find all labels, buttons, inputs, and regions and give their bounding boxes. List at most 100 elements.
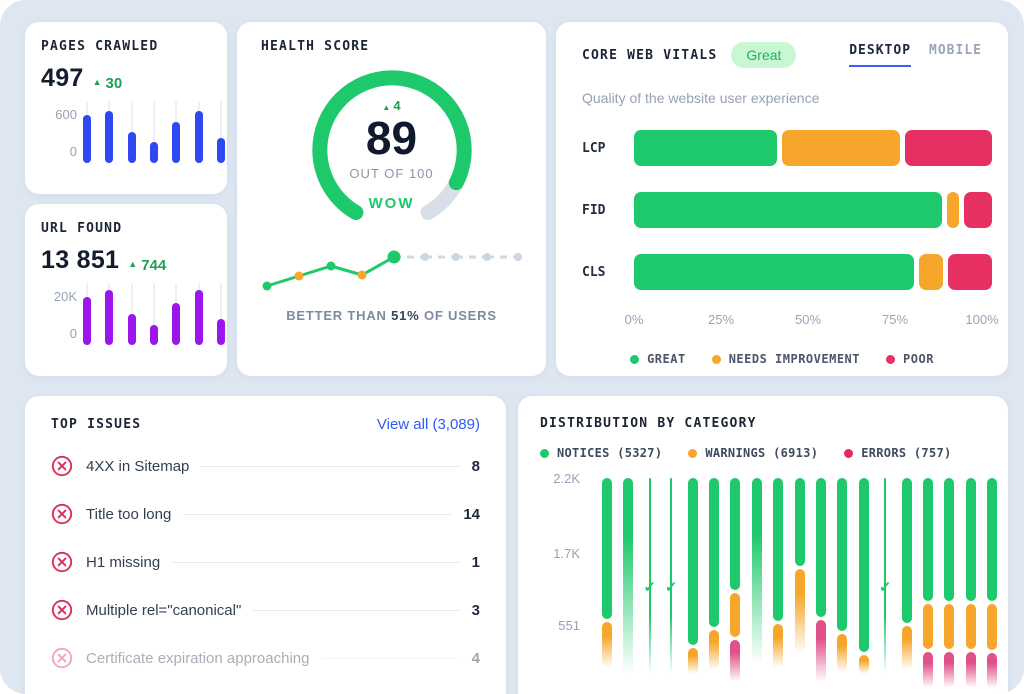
bar-segment (709, 478, 719, 627)
issue-row[interactable]: Title too long 14 (51, 499, 480, 529)
bar (150, 142, 158, 163)
bar-segment (965, 604, 976, 649)
legend-dot (886, 354, 896, 364)
vitals-bar-segment (634, 254, 915, 290)
mini-bar-column (127, 101, 136, 163)
bar (194, 111, 203, 163)
issue-row[interactable]: H1 missing 1 (51, 547, 480, 577)
vitals-row: CLS (582, 254, 992, 290)
check-icon: ✓ (643, 578, 657, 596)
issue-row[interactable]: Multiple rel="canonical" 3 (51, 595, 480, 625)
health-score-mood: WOW (368, 195, 415, 213)
up-triangle-icon: ▲ (92, 77, 102, 87)
issue-label: H1 missing (86, 553, 161, 571)
bar (127, 132, 136, 163)
axis-tick-label: 100% (965, 312, 999, 327)
core-web-vitals-card: CORE WEB VITALS Great DESKTOP MOBILE Qua… (556, 22, 1008, 376)
bar (127, 314, 136, 345)
mini-bar-column (83, 283, 91, 345)
distribution-bar-column (794, 478, 805, 674)
trend-point (387, 250, 401, 264)
vitals-bar-segment (634, 192, 942, 228)
url-found-value: 13 851 (41, 246, 120, 274)
mini-bar-column (150, 283, 158, 345)
bar-track (153, 101, 155, 163)
bar-segment (773, 624, 784, 669)
check-icon: ✓ (664, 578, 678, 596)
health-score-value: 89 (365, 112, 418, 164)
bar-segment (687, 478, 698, 645)
issue-count: 1 (471, 553, 480, 571)
vitals-bar-segment (946, 192, 960, 228)
pages-crawled-value: 497 (41, 64, 84, 92)
distribution-chart: 2.2K 1.7K 551 ✓ ✓ ✓ (540, 471, 998, 693)
error-circle-x-icon (51, 599, 73, 621)
health-score-sub: OUT OF 100 (349, 166, 434, 182)
bar-segment (730, 478, 741, 590)
distribution-bar-column (923, 478, 933, 688)
bar (105, 290, 114, 345)
health-delta: ▲ 4 (382, 98, 401, 113)
mini-bar-column (217, 101, 225, 163)
error-circle-x-icon (51, 551, 73, 573)
issue-row[interactable]: Certificate expiration approaching 4 (51, 643, 480, 673)
distribution-bar-column: ✓ (664, 478, 678, 674)
issue-row[interactable]: 4XX in Sitemap 8 (51, 451, 480, 481)
vitals-bar (634, 192, 992, 228)
bar-segment (751, 478, 762, 665)
bar-segment (837, 478, 848, 631)
distribution-bar-column (751, 478, 762, 674)
issue-label: Certificate expiration approaching (86, 649, 310, 667)
distribution-bar-column (965, 478, 976, 688)
vitals-subtitle: Quality of the website user experience (582, 90, 820, 106)
leader-line (183, 513, 452, 515)
bar-track (220, 283, 222, 345)
bar-segment (923, 604, 933, 649)
top-issues-card: TOP ISSUES View all (3,089) 4XX in Sitem… (25, 396, 506, 694)
legend-label: POOR (903, 352, 934, 366)
trend-point (483, 253, 491, 261)
tab-mobile[interactable]: MOBILE (929, 43, 982, 58)
bar-segment (602, 478, 612, 620)
trend-point (262, 281, 272, 291)
leader-line (172, 561, 460, 563)
pages-crawled-title: PAGES CRAWLED (41, 39, 159, 54)
issue-count: 14 (463, 505, 480, 523)
bar (150, 325, 158, 345)
distribution-bar-column (709, 478, 719, 674)
bar-segment (987, 478, 998, 602)
y-axis-label: 2.2K (553, 471, 580, 486)
bar-segment (923, 478, 933, 602)
mini-bar-column (194, 283, 203, 345)
bar-segment (623, 478, 634, 674)
trend-point (421, 253, 429, 261)
vitals-bar (634, 254, 992, 290)
bar-segment (987, 653, 998, 688)
legend-item: GREAT (630, 352, 686, 366)
health-gauge: ▲ 4 89 OUT OF 100 WOW (302, 62, 482, 238)
legend-dot (844, 448, 854, 458)
pages-crawled-chart (83, 101, 225, 163)
bar-segment (773, 478, 784, 622)
tab-desktop[interactable]: DESKTOP (849, 43, 912, 67)
distribution-bar-column (901, 478, 912, 674)
legend-label: NOTICES (5327) (557, 446, 663, 460)
bar-segment (816, 478, 826, 618)
bar-segment (858, 655, 869, 674)
distribution-bar-column: ✓ (878, 478, 892, 674)
check-icon: ✓ (878, 578, 892, 596)
health-score-title: HEALTH SCORE (261, 39, 370, 54)
vitals-bar (634, 130, 992, 166)
legend-label: ERRORS (757) (861, 446, 952, 460)
pages-crawled-delta: ▲ 30 (92, 74, 123, 92)
vitals-legend: GREAT NEEDS IMPROVEMENT POOR (582, 352, 982, 366)
view-all-link[interactable]: View all (3,089) (376, 416, 480, 433)
legend-item: POOR (886, 352, 934, 366)
bar-segment (944, 478, 955, 602)
bar-segment (794, 569, 805, 655)
bar (105, 111, 114, 163)
bar-segment (965, 478, 976, 602)
legend-item: NOTICES (5327) (540, 446, 662, 460)
status-badge: Great (731, 42, 797, 68)
distribution-bar-column: ✓ (643, 478, 657, 674)
